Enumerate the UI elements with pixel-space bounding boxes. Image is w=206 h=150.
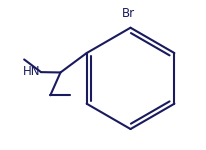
Text: HN: HN — [23, 65, 40, 78]
Text: Br: Br — [121, 7, 134, 20]
